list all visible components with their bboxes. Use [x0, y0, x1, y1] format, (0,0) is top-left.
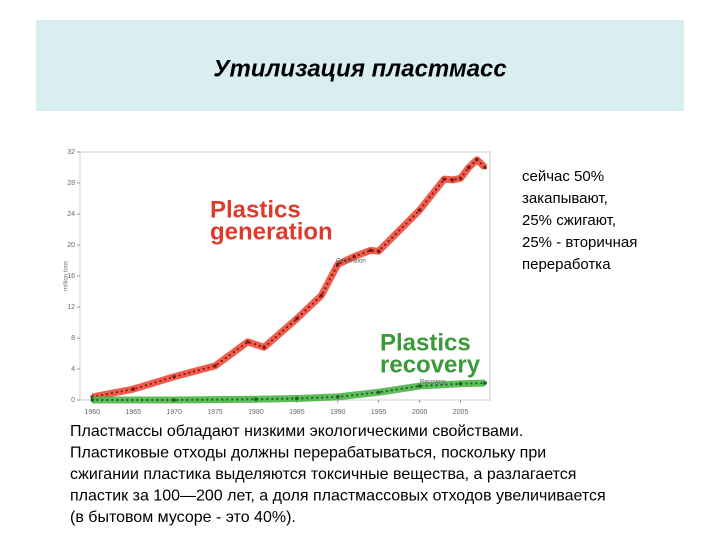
y-tick-label: 20 [67, 242, 75, 249]
y-tick-label: 24 [67, 211, 75, 218]
y-tick-label: 0 [71, 397, 75, 404]
data-point [450, 178, 455, 182]
data-point [483, 381, 487, 385]
y-tick-label: 8 [71, 335, 75, 342]
y-tick-label: 32 [67, 149, 75, 156]
y-tick-label: 4 [71, 366, 75, 373]
y-axis-label: million tons [64, 261, 70, 291]
data-point [458, 381, 463, 386]
x-tick-label: 1980 [248, 409, 264, 416]
annotation: generation [210, 218, 333, 245]
data-point [483, 165, 487, 170]
data-point [172, 374, 176, 379]
data-point [131, 387, 135, 391]
data-point [295, 316, 299, 321]
annotation: Plastics [380, 329, 471, 356]
annotation: Plastics [210, 196, 301, 223]
data-point [417, 384, 422, 388]
data-point [368, 248, 373, 253]
annotation: Recovery [420, 380, 445, 386]
data-point [213, 364, 217, 368]
data-point [442, 177, 446, 181]
title-band [36, 20, 684, 111]
annotation: Generation [336, 259, 366, 265]
slide-title: Утилизация пластмасс [213, 55, 507, 82]
body-line: (в бытовом мусоре - это 40%). [70, 509, 296, 526]
y-tick-label: 16 [67, 273, 75, 280]
side-note-line: 25% - вторичная [522, 234, 637, 251]
body-line: сжигании пластика выделяются токсичные в… [70, 466, 576, 483]
x-tick-label: 1960 [84, 409, 100, 416]
body-line: пластик за 100—200 лет, а доля пластмасс… [70, 488, 606, 505]
x-tick-label: 1975 [207, 409, 223, 416]
x-tick-label: 1990 [330, 409, 346, 416]
data-point [376, 390, 381, 395]
y-tick-label: 28 [67, 180, 75, 187]
data-point [417, 208, 422, 212]
data-point [335, 262, 340, 267]
data-point [254, 397, 258, 402]
x-tick-label: 2005 [453, 409, 469, 416]
body-line: Пластмассы обладают низкими экологически… [70, 423, 523, 440]
data-point [335, 395, 340, 399]
data-point [262, 345, 266, 350]
data-point [458, 176, 463, 181]
data-point [295, 396, 299, 401]
x-tick-label: 1965 [125, 409, 141, 416]
side-note-line: сейчас 50% [522, 168, 604, 185]
x-tick-label: 1985 [289, 409, 305, 416]
body-line: Пластиковые отходы должны перерабатывать… [70, 445, 546, 462]
data-point [475, 157, 479, 162]
y-tick-label: 12 [67, 304, 75, 311]
data-point [466, 165, 471, 170]
data-point [352, 254, 356, 259]
data-point [319, 293, 324, 298]
side-note-line: переработка [522, 256, 611, 273]
data-point [172, 398, 176, 402]
x-tick-label: 1995 [371, 409, 387, 416]
side-note-line: закапывают, [522, 190, 608, 207]
annotation: recovery [380, 351, 481, 378]
side-note-line: 25% сжигают, [522, 212, 616, 229]
x-tick-label: 1970 [166, 409, 182, 416]
data-point [376, 249, 381, 253]
data-point [245, 340, 250, 344]
data-point [90, 398, 95, 402]
x-tick-label: 2000 [412, 409, 428, 416]
